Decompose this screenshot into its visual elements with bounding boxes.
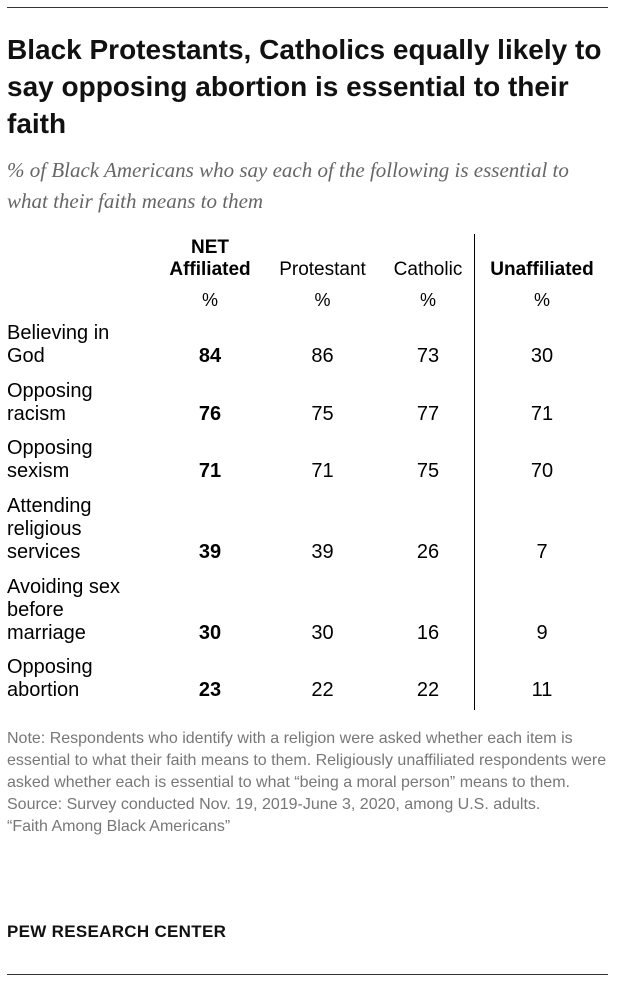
row-label-line: before [7,599,64,621]
column-header-line2: Protestant [279,259,366,280]
row-label-line: God [7,345,45,367]
source-text: Source: Survey conducted Nov. 19, 2019-J… [7,796,541,813]
table-cell: 75 [416,460,440,482]
row-label: Opposing racism [7,380,157,426]
row-label-line: sexism [7,460,70,482]
row-label: Attending religious services [7,495,157,564]
table-cell: 76 [198,403,222,425]
row-label: Avoiding sex before marriage [7,576,157,645]
table-cell: 9 [536,622,548,644]
table-cell: 30 [198,622,222,644]
row-label-line: Attending [7,495,92,517]
table-cell: 22 [416,679,440,701]
table-cell: 30 [311,622,334,644]
unit-catholic: % [419,290,436,310]
column-header-line2: Unaffiliated [490,259,594,280]
unaffiliated-divider [474,234,475,710]
table-cell: 23 [198,679,222,701]
table-cell: 84 [198,345,222,367]
column-header-catholic: Catholic [383,259,473,281]
chart-subtitle: % of Black Americans who say each of the… [7,158,569,213]
row-label: Opposing abortion [7,656,157,702]
unit-protestant: % [314,290,331,310]
table-cell: 7 [536,541,548,563]
row-label-line: Believing in [7,322,110,344]
row-label-line: services [7,541,81,563]
row-label-line: racism [7,403,66,425]
row-label-line: religious [7,518,82,540]
table-cell: 11 [531,679,553,701]
chart-title: Black Protestants, Catholics equally lik… [7,34,602,139]
notes: Note: Respondents who identify with a re… [7,728,612,838]
row-label-line: Opposing [7,380,93,402]
column-header-line1: NET [191,237,229,258]
table-cell: 30 [530,345,554,367]
row-label: Believing in God [7,322,157,368]
table-cell: 22 [311,679,334,701]
table-cell: 39 [311,541,334,563]
column-header-line2: Affiliated [169,259,251,280]
table-cell: 26 [416,541,440,563]
table-cell: 39 [198,541,222,563]
row-label-line: Opposing [7,437,93,459]
row-label-line: abortion [7,679,80,701]
bottom-rule [7,974,608,975]
table-cell: 77 [416,403,440,425]
note-text: Note: Respondents who identify with a re… [7,730,607,791]
table-cell: 70 [530,460,554,482]
unit-unaffiliated: % [533,290,550,310]
row-label-line: marriage [7,622,86,644]
column-header-line2: Catholic [393,259,463,280]
table-cell: 71 [311,460,334,482]
top-rule [7,7,608,8]
report-title: “Faith Among Black Americans” [7,818,231,835]
row-label: Opposing sexism [7,437,157,483]
column-header-net-affiliated: NET Affiliated [160,237,260,281]
row-label-line: Opposing [7,656,93,678]
row-label-line: Avoiding sex [7,576,121,598]
brand-logo-text: PEW RESEARCH CENTER [7,922,227,941]
table-cell: 71 [530,403,554,425]
column-header-protestant: Protestant [265,259,380,281]
table-cell: 16 [416,622,440,644]
table-cell: 86 [311,345,334,367]
table-cell: 75 [311,403,334,425]
unit-net-affiliated: % [201,290,218,310]
column-header-unaffiliated: Unaffiliated [478,259,606,281]
table-cell: 73 [416,345,440,367]
table-cell: 71 [198,460,222,482]
